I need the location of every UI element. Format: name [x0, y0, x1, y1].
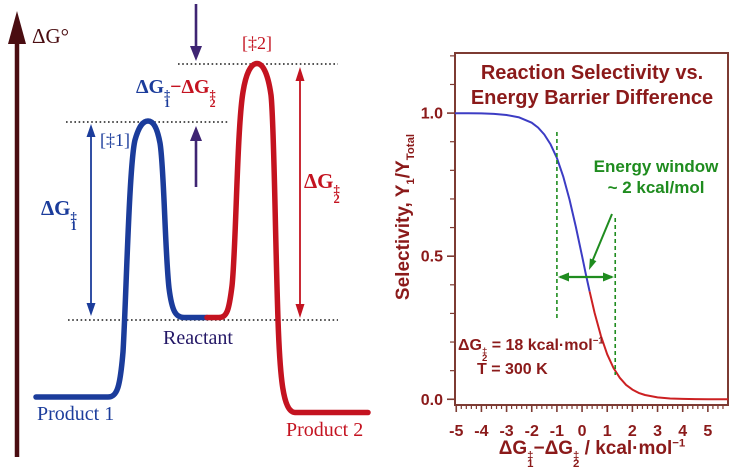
ddg-part1: ΔG ‡ 1 [136, 76, 171, 111]
ylabel-sub1: 1 [404, 178, 417, 185]
product1-energy-curve [33, 118, 210, 400]
dg1-sup: ‡ [70, 209, 77, 224]
x-tick-label: 5 [703, 423, 712, 440]
ylabel-pre: Selectivity, Y [393, 184, 414, 301]
ylabel-mid: /Y [393, 160, 414, 179]
x-tick-label: -5 [449, 423, 463, 440]
x-tick-label: -3 [499, 423, 513, 440]
y-tick-label: 0.0 [421, 392, 443, 409]
x-axis-title: ΔG ‡ 1 −ΔG ‡ 2 / kcal·mol−1 [498, 437, 686, 471]
x-tick-label: -1 [550, 423, 564, 440]
reactant-label: Reactant [163, 327, 233, 349]
energy-window-line2: ~ 2 kcal/mol [607, 178, 705, 197]
ts1-label: [‡1] [100, 130, 130, 150]
window-arrowhead-left-icon [558, 272, 569, 282]
x-tick-label: 3 [653, 423, 662, 440]
chart-title-line1: Reaction Selectivity vs. [480, 62, 704, 84]
dg1-arrowhead-top-icon [86, 124, 96, 137]
ddg-up-arrowhead-icon [190, 126, 202, 141]
dg2-sup: ‡ [333, 182, 340, 197]
product2-energy-curve [204, 60, 371, 416]
dg2-arrowhead-bottom-icon [295, 304, 305, 318]
product2-label: Product 2 [286, 419, 364, 441]
x-tick-label: -2 [525, 423, 539, 440]
x-tick-label: -4 [474, 423, 488, 440]
selectivity-curve [455, 112, 591, 292]
window-pointer-line [591, 213, 613, 263]
ddg-minus: − [170, 76, 182, 98]
dg1-label: ΔG ‡ 1 [41, 196, 77, 233]
ddg-down-arrowhead-icon [190, 46, 202, 61]
free-energy-axis-label: ΔG° [32, 24, 70, 48]
y-tick-label: 1.0 [421, 106, 443, 123]
x-tick-label: 1 [603, 423, 612, 440]
x-tick-label: 4 [678, 423, 687, 440]
dg2-base: ΔG [304, 169, 334, 193]
x-tick-label: 2 [628, 423, 637, 440]
ts2-label: [‡2] [242, 33, 272, 53]
product1-label: Product 1 [37, 403, 115, 425]
dg2-label: ΔG ‡ 2 [304, 169, 340, 206]
chart-title-line2: Energy Barrier Difference [470, 87, 714, 109]
dg1-sub: 1 [70, 218, 77, 233]
energy-window-callout: Energy window ~ 2 kcal/mol [583, 156, 729, 198]
ylabel-sub2: Total [404, 133, 417, 161]
x-tick-label: 0 [578, 423, 587, 440]
ddg-difference-label: ΔG ‡ 1 −ΔG ‡ 2 [136, 76, 216, 111]
selectivity-curve [588, 291, 728, 401]
y-tick-label: 0.5 [421, 249, 443, 266]
conditions-line2: T = 300 K [477, 361, 548, 378]
dg2-sub: 2 [333, 191, 340, 206]
plot-frame [454, 52, 729, 406]
window-pointer-arrowhead-icon [589, 258, 597, 270]
window-arrowhead-right-icon [603, 272, 614, 282]
energy-window-line1: Energy window [593, 157, 719, 176]
ddg-part2: ΔG ‡ 2 [181, 76, 216, 111]
dg2-arrowhead-top-icon [295, 67, 305, 81]
conditions-line1: ΔG ‡ 2 = 18 kcal·mol−1 [458, 335, 604, 365]
y-axis-title: Selectivity, Y1/YTotal [393, 133, 417, 301]
dg1-arrowhead-bottom-icon [86, 303, 96, 316]
free-energy-axis-arrowhead-icon [8, 11, 26, 44]
dg1-base: ΔG [41, 196, 71, 220]
